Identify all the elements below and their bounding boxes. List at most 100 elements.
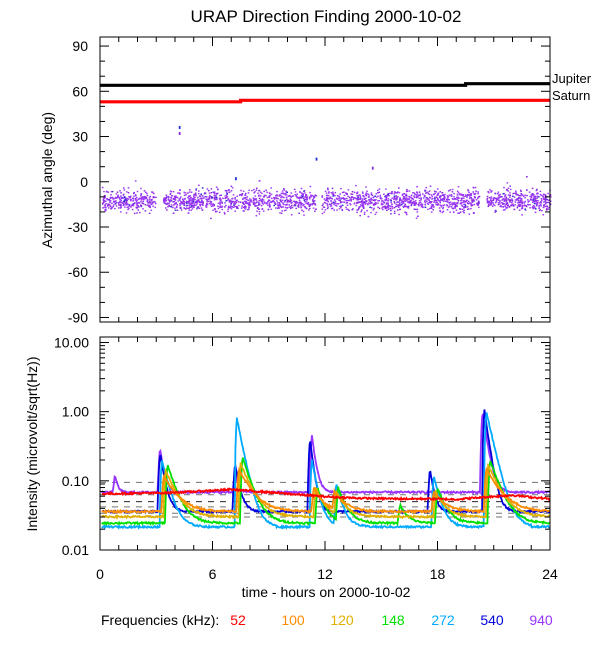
azimuth-point xyxy=(513,208,516,211)
azimuth-point xyxy=(357,198,360,200)
azimuth-point xyxy=(330,203,332,206)
azimuth-point xyxy=(299,191,301,193)
azimuth-point xyxy=(136,196,138,199)
azimuth-point xyxy=(442,206,445,209)
azimuth-point xyxy=(301,196,304,198)
azimuth-point xyxy=(176,209,179,211)
azimuth-point xyxy=(503,186,505,189)
azimuth-point xyxy=(429,193,431,196)
azimuth-point xyxy=(261,200,263,202)
azimuth-point xyxy=(267,208,270,211)
azimuth-point xyxy=(338,197,340,200)
azimuth-point xyxy=(119,207,122,209)
azimuth-point xyxy=(244,208,247,210)
azimuth-point xyxy=(149,198,151,201)
azimuth-point xyxy=(258,204,260,206)
azimuth-point xyxy=(171,195,174,197)
azimuth-point xyxy=(426,197,428,199)
azimuth-point xyxy=(526,189,528,191)
azimuth-point xyxy=(187,201,189,203)
azimuth-point xyxy=(305,198,307,201)
azimuth-point xyxy=(336,205,338,207)
azimuth-point xyxy=(424,204,426,206)
azimuth-point xyxy=(390,213,392,215)
azimuth-point xyxy=(290,201,293,204)
azimuth-point xyxy=(125,202,128,205)
azimuth-point xyxy=(370,211,372,214)
azimuth-point xyxy=(103,199,106,202)
azimuth-point xyxy=(452,203,455,205)
azimuth-point xyxy=(230,208,233,210)
azimuth-point xyxy=(109,202,111,204)
azimuth-point xyxy=(508,206,511,208)
azimuth-point xyxy=(261,202,264,204)
azimuth-point xyxy=(164,199,167,202)
azimuth-point xyxy=(300,197,302,199)
azimuth-point xyxy=(537,200,539,202)
azimuth-point xyxy=(543,201,545,203)
azimuth-point xyxy=(275,194,277,197)
azimuth-point xyxy=(496,197,499,200)
azimuth-point xyxy=(103,199,105,202)
azimuth-point xyxy=(377,200,379,202)
azimuth-point xyxy=(470,192,473,195)
azimuth-point xyxy=(454,198,456,200)
azimuth-point xyxy=(125,201,128,203)
azimuth-point xyxy=(477,197,479,199)
azimuth-point xyxy=(370,192,373,194)
azimuth-point xyxy=(131,204,133,207)
azimuth-point xyxy=(386,209,388,211)
azimuth-point xyxy=(335,197,338,199)
azimuth-point xyxy=(440,195,442,197)
azimuth-point xyxy=(413,208,416,210)
azimuth-point xyxy=(199,203,201,206)
azimuth-point xyxy=(230,203,232,205)
azimuth-point xyxy=(169,192,172,195)
azimuth-point xyxy=(406,213,408,216)
azimuth-point xyxy=(394,192,397,194)
azimuth-point xyxy=(365,186,367,188)
azimuth-point xyxy=(194,203,196,205)
azimuth-point xyxy=(436,188,439,190)
azimuth-point xyxy=(443,196,446,198)
azimuth-point xyxy=(462,194,465,196)
azimuth-point xyxy=(336,198,338,200)
azimuth-point xyxy=(192,205,194,207)
azimuth-point xyxy=(469,194,472,196)
azimuth-point xyxy=(303,214,305,216)
azimuth-point xyxy=(133,195,135,197)
azimuth-point xyxy=(221,202,224,204)
azimuth-point xyxy=(424,189,426,192)
azimuth-point xyxy=(393,197,395,199)
azimuth-point xyxy=(242,210,245,212)
azimuth-point xyxy=(322,206,325,208)
azimuth-point xyxy=(222,197,224,200)
azimuth-point xyxy=(242,202,245,205)
azimuth-point xyxy=(273,200,275,202)
azimuth-point xyxy=(385,188,387,190)
azimuth-point xyxy=(134,198,137,201)
azimuth-point xyxy=(491,190,493,192)
azimuth-point xyxy=(167,199,170,201)
azimuth-point xyxy=(417,215,419,217)
azimuth-point xyxy=(118,196,121,199)
azimuth-point xyxy=(327,187,329,189)
azimuth-point xyxy=(256,210,258,212)
azimuth-point xyxy=(122,197,124,199)
azimuth-point xyxy=(540,194,543,197)
azimuth-point xyxy=(428,207,431,210)
azimuth-point xyxy=(242,190,245,192)
azimuth-point xyxy=(509,185,511,187)
azimuth-point xyxy=(370,207,373,209)
azimuth-point xyxy=(424,200,426,202)
azimuth-point xyxy=(441,194,444,196)
azimuth-point xyxy=(279,203,281,205)
azimuth-point xyxy=(300,202,302,204)
azimuth-point xyxy=(494,204,496,207)
azimuth-point xyxy=(235,202,237,204)
azimuth-point xyxy=(371,194,374,197)
azimuth-point xyxy=(254,195,257,197)
azimuth-point xyxy=(247,202,249,204)
azimuth-point xyxy=(314,210,316,212)
azimuth-point xyxy=(259,199,262,201)
